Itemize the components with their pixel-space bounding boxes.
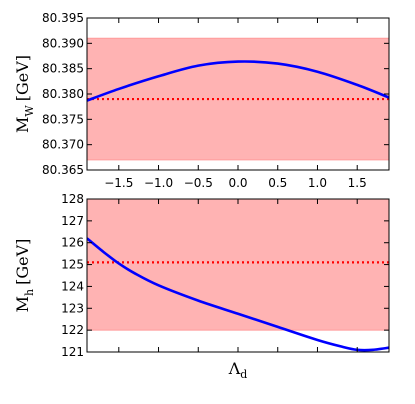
uncertainty-band: [87, 199, 389, 331]
x-tick-label: 1.0: [308, 176, 327, 190]
y-tick-label: 122: [61, 323, 84, 337]
mw-panel: −1.5 −1.0 −0.5 0.0 0.5 1.0 1.5 80.365 80.370 80.3…: [13, 11, 390, 190]
y-tick-label: 80.375: [42, 112, 84, 126]
y-tick-label: 127: [61, 214, 84, 228]
x-tick-label: 0.0: [228, 176, 247, 190]
x-tick-label: −1.5: [104, 176, 133, 190]
x-tick-label: 1.5: [348, 176, 367, 190]
y-axis-label: MW[GeV]: [13, 55, 36, 133]
y-tick-label: 125: [61, 258, 84, 272]
y-tick-label: 126: [61, 236, 84, 250]
mh-panel: 121 122 123 124 125 126 127 128 Mh[GeV] Λd: [13, 192, 390, 381]
y-tick-label: 123: [61, 301, 84, 315]
y-axis-label: Mh[GeV]: [13, 239, 36, 313]
y-tick-label: 80.370: [42, 138, 84, 152]
y-tick-label: 128: [61, 192, 84, 206]
x-tick-label: −1.0: [144, 176, 173, 190]
x-axis-label: Λd: [228, 359, 248, 381]
y-tick-label: 80.385: [42, 62, 84, 76]
y-tick-label: 124: [61, 279, 84, 293]
y-tick-label: 80.395: [42, 11, 84, 25]
y-tick-label: 80.390: [42, 36, 84, 50]
x-tick-label: −0.5: [184, 176, 213, 190]
series-line-0: [87, 60, 389, 102]
y-tick-label: 80.380: [42, 87, 84, 101]
y-tick-label: 121: [61, 345, 84, 359]
y-tick-label: 80.365: [42, 163, 84, 177]
x-tick-label: 0.5: [268, 176, 287, 190]
